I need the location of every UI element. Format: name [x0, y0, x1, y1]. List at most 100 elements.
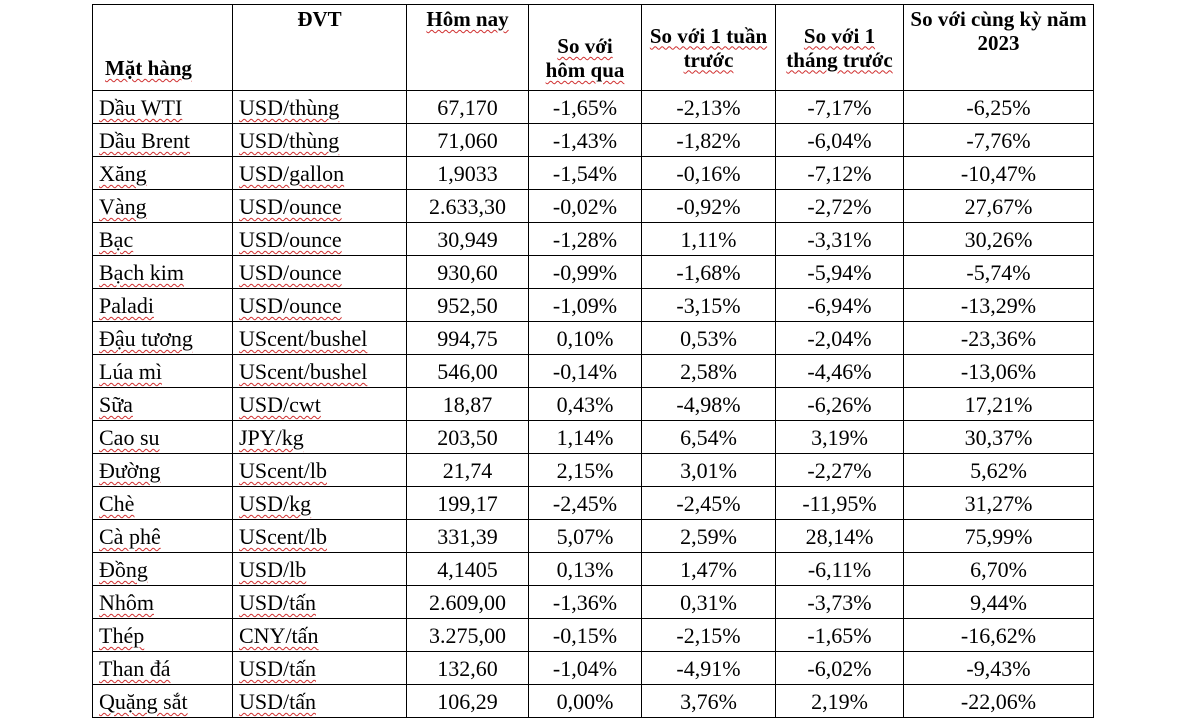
cell-today: 1,9033: [406, 156, 529, 190]
header-unit: ĐVT: [232, 4, 407, 91]
cell-vs-week: 6,54%: [641, 420, 776, 454]
cell-unit: USD/ounce: [232, 255, 407, 289]
table-row: Than đá USD/tấn 132,60 -1,04% -4,91% -6,02% -9…: [92, 651, 1094, 685]
cell-vs-week: 0,53%: [641, 321, 776, 355]
cell-vs-month: -7,17%: [775, 90, 904, 124]
commodity-price-table: Mặt hàng ĐVT Hôm nay So với hôm qua So v…: [92, 4, 1094, 718]
cell-vs-week: 1,11%: [641, 222, 776, 256]
cell-vs-month: -6,26%: [775, 387, 904, 421]
cell-unit: USD/ounce: [232, 222, 407, 256]
cell-item: Quặng sắt: [92, 684, 233, 718]
cell-vs-yesterday: 0,10%: [528, 321, 642, 355]
commodity-price-table-container: Mặt hàng ĐVT Hôm nay So với hôm qua So v…: [92, 4, 1094, 718]
cell-vs-yesterday: -2,45%: [528, 486, 642, 520]
cell-vs-year: 17,21%: [903, 387, 1094, 421]
cell-unit: USD/tấn: [232, 585, 407, 619]
header-item: Mặt hàng: [92, 4, 233, 91]
cell-vs-month: -6,02%: [775, 651, 904, 685]
cell-item: Đường: [92, 453, 233, 487]
cell-vs-month: -4,46%: [775, 354, 904, 388]
cell-unit: UScent/bushel: [232, 321, 407, 355]
cell-vs-week: 1,47%: [641, 552, 776, 586]
cell-vs-month: -7,12%: [775, 156, 904, 190]
cell-vs-year: -13,29%: [903, 288, 1094, 322]
cell-vs-yesterday: 0,43%: [528, 387, 642, 421]
cell-vs-yesterday: 1,14%: [528, 420, 642, 454]
cell-vs-year: 27,67%: [903, 189, 1094, 223]
cell-vs-yesterday: -0,02%: [528, 189, 642, 223]
cell-vs-yesterday: -0,99%: [528, 255, 642, 289]
cell-vs-month: -11,95%: [775, 486, 904, 520]
cell-vs-month: -5,94%: [775, 255, 904, 289]
table-row: Sữa USD/cwt 18,87 0,43% -4,98% -6,26% 17,21%: [92, 387, 1094, 421]
cell-vs-yesterday: -1,36%: [528, 585, 642, 619]
cell-item: Đậu tương: [92, 321, 233, 355]
cell-item: Cao su: [92, 420, 233, 454]
cell-vs-yesterday: -1,04%: [528, 651, 642, 685]
table-row: Lúa mì UScent/bushel 546,00 -0,14% 2,58% -4,4…: [92, 354, 1094, 388]
cell-item: Đồng: [92, 552, 233, 586]
table-row: Đường UScent/lb 21,74 2,15% 3,01% -2,27% 5,62%: [92, 453, 1094, 487]
cell-vs-month: -1,65%: [775, 618, 904, 652]
cell-item: Xăng: [92, 156, 233, 190]
cell-vs-week: -1,68%: [641, 255, 776, 289]
cell-unit: JPY/kg: [232, 420, 407, 454]
cell-today: 952,50: [406, 288, 529, 322]
cell-vs-week: 0,31%: [641, 585, 776, 619]
cell-vs-year: 5,62%: [903, 453, 1094, 487]
cell-vs-yesterday: -1,43%: [528, 123, 642, 157]
cell-item: Sữa: [92, 387, 233, 421]
cell-vs-week: -0,16%: [641, 156, 776, 190]
cell-today: 3.275,00: [406, 618, 529, 652]
cell-vs-year: 31,27%: [903, 486, 1094, 520]
cell-today: 199,17: [406, 486, 529, 520]
header-vs-week: So với 1 tuần trước: [641, 4, 776, 91]
cell-vs-week: 3,01%: [641, 453, 776, 487]
cell-today: 71,060: [406, 123, 529, 157]
cell-item: Than đá: [92, 651, 233, 685]
cell-today: 930,60: [406, 255, 529, 289]
header-vs-month: So với 1 tháng trước: [775, 4, 904, 91]
cell-item: Cà phê: [92, 519, 233, 553]
cell-vs-year: 6,70%: [903, 552, 1094, 586]
cell-vs-month: -2,27%: [775, 453, 904, 487]
cell-unit: USD/ounce: [232, 288, 407, 322]
cell-vs-year: -22,06%: [903, 684, 1094, 718]
cell-unit: USD/gallon: [232, 156, 407, 190]
cell-today: 2.609,00: [406, 585, 529, 619]
table-row: Nhôm USD/tấn 2.609,00 -1,36% 0,31% -3,73% 9,44…: [92, 585, 1094, 619]
cell-vs-year: -16,62%: [903, 618, 1094, 652]
cell-vs-week: -3,15%: [641, 288, 776, 322]
cell-vs-yesterday: 2,15%: [528, 453, 642, 487]
cell-vs-week: -0,92%: [641, 189, 776, 223]
table-row: Thép CNY/tấn 3.275,00 -0,15% -2,15% -1,65% -16…: [92, 618, 1094, 652]
cell-today: 546,00: [406, 354, 529, 388]
table-row: Đậu tương UScent/bushel 994,75 0,10% 0,53% -2…: [92, 321, 1094, 355]
table-row: Bạc USD/ounce 30,949 -1,28% 1,11% -3,31% 30,26…: [92, 222, 1094, 256]
cell-vs-week: 2,58%: [641, 354, 776, 388]
header-today: Hôm nay: [406, 4, 529, 91]
cell-unit: USD/thùng: [232, 90, 407, 124]
cell-vs-month: -3,31%: [775, 222, 904, 256]
cell-vs-month: -6,11%: [775, 552, 904, 586]
table-header-row: Mặt hàng ĐVT Hôm nay So với hôm qua So v…: [92, 4, 1094, 91]
cell-vs-yesterday: -0,15%: [528, 618, 642, 652]
cell-vs-year: 30,37%: [903, 420, 1094, 454]
cell-unit: CNY/tấn: [232, 618, 407, 652]
cell-vs-year: 9,44%: [903, 585, 1094, 619]
cell-vs-year: -5,74%: [903, 255, 1094, 289]
cell-vs-month: 2,19%: [775, 684, 904, 718]
header-vs-yesterday: So với hôm qua: [528, 4, 642, 91]
cell-vs-yesterday: -0,14%: [528, 354, 642, 388]
table-row: Đồng USD/lb 4,1405 0,13% 1,47% -6,11% 6,70%: [92, 552, 1094, 586]
cell-item: Lúa mì: [92, 354, 233, 388]
cell-vs-year: -10,47%: [903, 156, 1094, 190]
cell-vs-year: -23,36%: [903, 321, 1094, 355]
cell-unit: USD/tấn: [232, 651, 407, 685]
table-row: Dầu Brent USD/thùng 71,060 -1,43% -1,82% -6,0…: [92, 123, 1094, 157]
cell-item: Vàng: [92, 189, 233, 223]
cell-unit: UScent/bushel: [232, 354, 407, 388]
cell-item: Paladi: [92, 288, 233, 322]
cell-vs-year: 75,99%: [903, 519, 1094, 553]
cell-unit: USD/cwt: [232, 387, 407, 421]
